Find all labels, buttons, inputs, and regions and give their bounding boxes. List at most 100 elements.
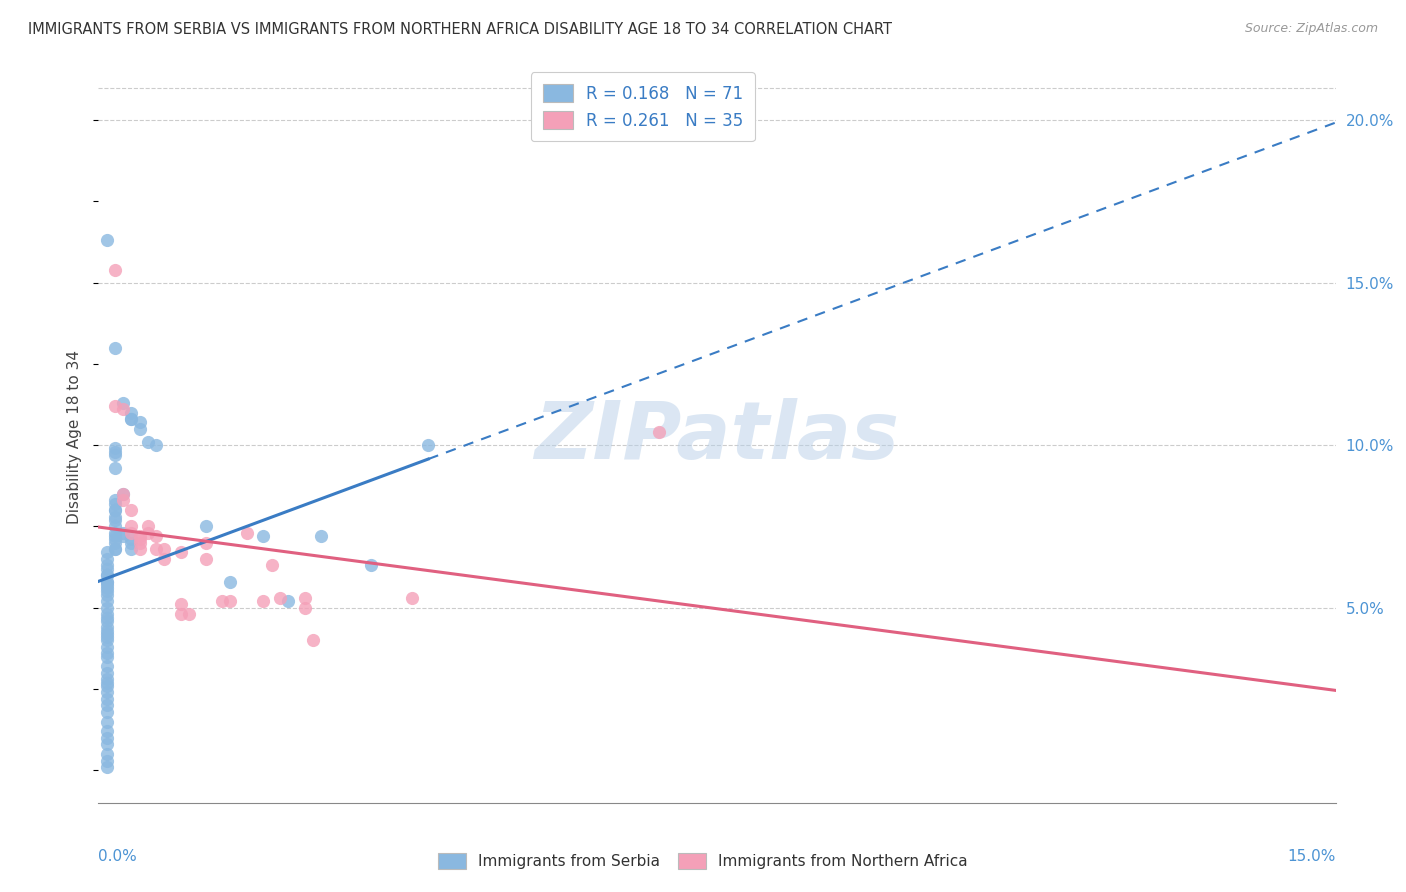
Point: [120, 526, 142, 541]
Text: 0.0%: 0.0%: [98, 849, 138, 864]
Point: [170, 607, 193, 622]
Text: IMMIGRANTS FROM SERBIA VS IMMIGRANTS FROM NORTHERN AFRICA DISABILITY AGE 18 TO 3: IMMIGRANTS FROM SERBIA VS IMMIGRANTS FRO…: [28, 22, 893, 37]
Point: [145, 438, 167, 452]
Point: [96, 754, 118, 768]
Point: [96, 552, 118, 566]
Point: [104, 399, 127, 413]
Point: [96, 588, 118, 602]
Point: [120, 535, 142, 549]
Point: [96, 685, 118, 699]
Point: [96, 568, 118, 582]
Point: [179, 607, 201, 622]
Point: [104, 461, 127, 475]
Legend: R = 0.168   N = 71, R = 0.261   N = 35: R = 0.168 N = 71, R = 0.261 N = 35: [531, 72, 755, 141]
Point: [128, 535, 150, 549]
Point: [648, 425, 671, 440]
Point: [120, 412, 142, 426]
Point: [96, 679, 118, 693]
Point: [104, 262, 127, 277]
Point: [128, 529, 150, 543]
Point: [96, 234, 118, 248]
Point: [128, 416, 150, 430]
Point: [194, 535, 217, 549]
Point: [136, 526, 159, 541]
Point: [96, 760, 118, 774]
Point: [170, 545, 193, 559]
Y-axis label: Disability Age 18 to 34: Disability Age 18 to 34: [67, 350, 83, 524]
Point: [136, 519, 159, 533]
Point: [269, 591, 291, 605]
Point: [104, 513, 127, 527]
Point: [96, 659, 118, 673]
Point: [194, 552, 217, 566]
Point: [96, 562, 118, 576]
Point: [96, 646, 118, 660]
Point: [302, 633, 325, 648]
Point: [104, 529, 127, 543]
Point: [104, 448, 127, 462]
Point: [136, 434, 159, 449]
Point: [236, 526, 259, 541]
Point: [96, 600, 118, 615]
Point: [120, 533, 142, 547]
Point: [418, 438, 440, 452]
Point: [112, 396, 135, 410]
Point: [145, 542, 167, 557]
Point: [96, 630, 118, 644]
Point: [360, 558, 382, 573]
Point: [96, 610, 118, 624]
Point: [104, 533, 127, 547]
Text: 15.0%: 15.0%: [1288, 849, 1336, 864]
Point: [211, 594, 233, 608]
Point: [401, 591, 423, 605]
Point: [96, 731, 118, 745]
Point: [104, 509, 127, 524]
Point: [96, 545, 118, 559]
Point: [96, 574, 118, 589]
Point: [104, 493, 127, 508]
Point: [104, 497, 127, 511]
Point: [104, 444, 127, 458]
Point: [96, 633, 118, 648]
Text: ZIPatlas: ZIPatlas: [534, 398, 900, 476]
Point: [128, 542, 150, 557]
Point: [104, 503, 127, 517]
Point: [294, 591, 316, 605]
Point: [96, 705, 118, 719]
Point: [277, 594, 299, 608]
Point: [219, 594, 242, 608]
Point: [96, 584, 118, 599]
Point: [153, 542, 176, 557]
Point: [104, 503, 127, 517]
Point: [104, 542, 127, 557]
Point: [96, 698, 118, 713]
Point: [120, 519, 142, 533]
Point: [96, 673, 118, 687]
Point: [96, 594, 118, 608]
Point: [112, 487, 135, 501]
Point: [96, 578, 118, 592]
Point: [128, 533, 150, 547]
Point: [260, 558, 283, 573]
Point: [104, 442, 127, 456]
Point: [96, 574, 118, 589]
Point: [96, 665, 118, 680]
Point: [96, 649, 118, 664]
Point: [309, 529, 332, 543]
Point: [96, 558, 118, 573]
Point: [96, 714, 118, 729]
Point: [112, 493, 135, 508]
Point: [170, 598, 193, 612]
Point: [112, 526, 135, 541]
Point: [120, 542, 142, 557]
Point: [120, 406, 142, 420]
Point: [96, 624, 118, 638]
Point: [96, 614, 118, 628]
Point: [96, 640, 118, 654]
Point: [104, 526, 127, 541]
Legend: Immigrants from Serbia, Immigrants from Northern Africa: Immigrants from Serbia, Immigrants from …: [432, 847, 974, 875]
Point: [104, 341, 127, 355]
Point: [96, 620, 118, 634]
Point: [219, 574, 242, 589]
Point: [145, 529, 167, 543]
